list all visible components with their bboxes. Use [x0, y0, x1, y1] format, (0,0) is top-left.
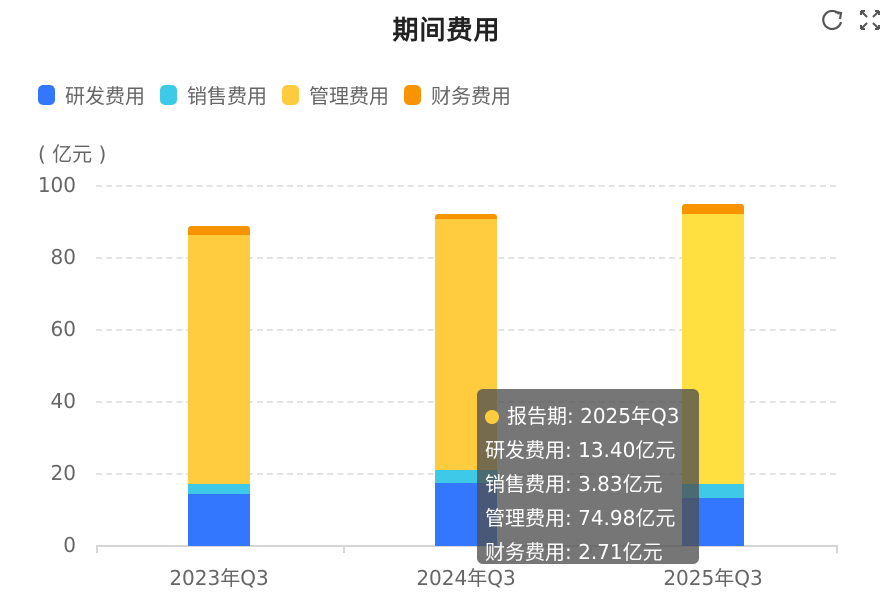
chart-tooltip: 报告期: 2025年Q3 研发费用: 13.40亿元 销售费用: 3.83亿元 …	[477, 389, 699, 564]
legend-swatch	[38, 84, 55, 105]
bar-segment	[435, 214, 497, 220]
legend-item-finance[interactable]: 财务费用	[404, 80, 511, 109]
x-tick-mark	[343, 545, 345, 553]
x-tick-label: 2023年Q3	[169, 566, 269, 590]
refresh-icon	[822, 9, 843, 31]
refresh-button[interactable]	[818, 6, 846, 34]
legend-label: 销售费用	[187, 84, 267, 108]
legend-label: 财务费用	[431, 84, 511, 108]
fullscreen-button[interactable]	[856, 6, 884, 34]
x-tick-label: 2024年Q3	[416, 566, 516, 590]
y-axis-unit: ( 亿元 )	[38, 142, 107, 166]
y-tick-label: 60	[50, 317, 76, 341]
tooltip-row: 销售费用: 3.83亿元	[485, 472, 663, 496]
bar-segment	[188, 483, 250, 495]
tooltip-dot	[485, 410, 499, 424]
legend-swatch	[404, 84, 421, 105]
bar-segment	[682, 204, 744, 215]
bar-2023年Q3[interactable]	[188, 225, 250, 546]
x-tick-mark	[96, 545, 98, 553]
y-tick-label: 20	[50, 461, 76, 485]
tooltip-row: 财务费用: 2.71亿元	[485, 540, 663, 564]
gridline	[96, 185, 836, 187]
legend-label: 研发费用	[65, 84, 145, 108]
legend-item-rd[interactable]: 研发费用	[38, 80, 145, 109]
y-tick-label: 80	[50, 245, 76, 269]
tooltip-header: 报告期: 2025年Q3	[507, 404, 680, 428]
legend-swatch	[160, 84, 177, 105]
bar-segment	[188, 234, 250, 484]
tooltip-row: 管理费用: 74.98亿元	[485, 506, 676, 530]
y-tick-label: 0	[63, 533, 76, 557]
bar-segment	[188, 494, 250, 546]
y-tick-label: 100	[37, 173, 76, 197]
legend-item-admin[interactable]: 管理费用	[282, 80, 389, 109]
expand-icon	[860, 10, 880, 30]
legend-item-sales[interactable]: 销售费用	[160, 80, 267, 109]
chart-title: 期间费用	[392, 16, 501, 46]
x-tick-label: 2025年Q3	[663, 566, 763, 590]
chart-legend: 研发费用 销售费用 管理费用 财务费用	[38, 80, 526, 109]
tooltip-row: 研发费用: 13.40亿元	[485, 438, 676, 462]
y-tick-label: 40	[50, 389, 76, 413]
legend-label: 管理费用	[309, 84, 389, 108]
x-axis-line	[96, 545, 837, 547]
legend-swatch	[282, 84, 299, 105]
x-tick-mark	[836, 545, 838, 553]
bar-segment	[188, 225, 250, 235]
